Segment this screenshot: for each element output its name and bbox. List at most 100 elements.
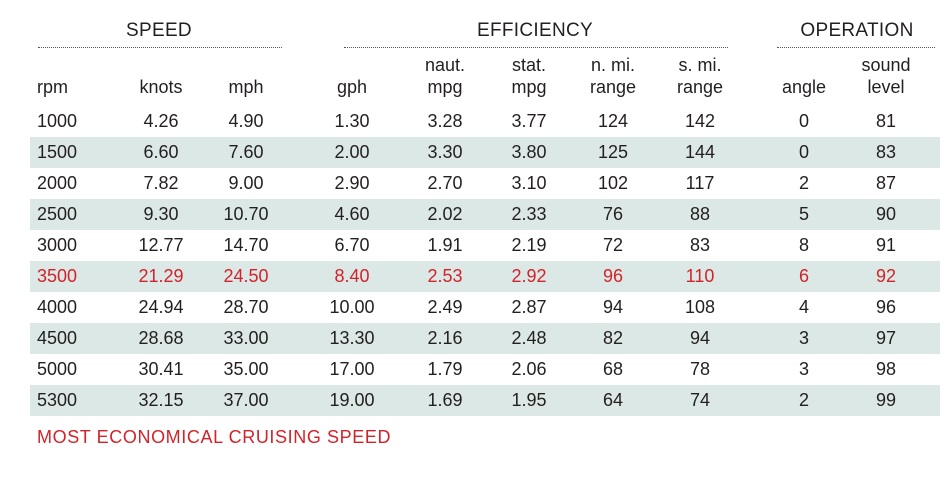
group-title-speed: SPEED (126, 20, 192, 41)
cell-gph: 2.00 (334, 142, 370, 162)
table-row: 5000 30.41 35.00 17.00 1.79 2.06 68 78 3 98 (30, 354, 940, 385)
cell-naut-mpg: 2.70 (427, 173, 463, 193)
table-row: 1000 4.26 4.90 1.30 3.28 3.77 124 142 0 81 (30, 106, 940, 137)
cell-naut-mpg: 2.02 (427, 204, 463, 224)
column-header-sound-level: sound level (846, 52, 926, 98)
cell-angle: 2 (798, 173, 809, 193)
column-header-line2: range (589, 77, 637, 97)
cell-mph: 14.70 (223, 235, 269, 255)
cell-mph: 37.00 (223, 390, 269, 410)
data-table: 1000 4.26 4.90 1.30 3.28 3.77 124 142 0 81 1500 6.6… (30, 106, 940, 416)
cell-knots: 9.30 (143, 204, 179, 224)
cell-rpm: 4000 (37, 297, 78, 317)
cell-knots: 24.94 (138, 297, 184, 317)
cell-mph: 33.00 (223, 328, 269, 348)
cell-knots: 28.68 (138, 328, 184, 348)
cell-s-mi-range: 144 (684, 142, 716, 162)
column-header-line2: mpg (511, 77, 547, 97)
group-title-operation: OPERATION (800, 20, 914, 41)
group-rule-efficiency (344, 47, 728, 48)
cell-s-mi-range: 142 (684, 111, 716, 131)
column-header-knots: knots (120, 52, 202, 98)
cell-stat-mpg: 2.48 (511, 328, 547, 348)
cell-mph: 7.60 (228, 142, 264, 162)
table-row: 2000 7.82 9.00 2.90 2.70 3.10 102 117 2 87 (30, 168, 940, 199)
column-header-line1: n. mi. (590, 55, 635, 75)
cell-gph: 17.00 (329, 359, 375, 379)
column-header-mph: mph (210, 52, 282, 98)
table-row: 1500 6.60 7.60 2.00 3.30 3.80 125 144 0 83 (30, 137, 940, 168)
cell-s-mi-range: 94 (689, 328, 711, 348)
table-row-highlighted: 3500 21.29 24.50 8.40 2.53 2.92 96 110 6 92 (30, 261, 940, 292)
cell-n-mi-range: 125 (597, 142, 629, 162)
table-row: 4500 28.68 33.00 13.30 2.16 2.48 82 94 3 97 (30, 323, 940, 354)
cell-n-mi-range: 64 (602, 390, 624, 410)
cell-gph: 19.00 (329, 390, 375, 410)
table-row: 3000 12.77 14.70 6.70 1.91 2.19 72 83 8 91 (30, 230, 940, 261)
cell-s-mi-range: 108 (684, 297, 716, 317)
cell-stat-mpg: 2.06 (511, 359, 547, 379)
cell-knots: 4.26 (143, 111, 179, 131)
cell-angle: 3 (798, 359, 809, 379)
cell-n-mi-range: 68 (602, 359, 624, 379)
cell-n-mi-range: 102 (597, 173, 629, 193)
cell-gph: 1.30 (334, 111, 370, 131)
column-header-line2: mpg (427, 77, 463, 97)
cell-angle: 6 (798, 266, 809, 286)
cell-stat-mpg: 3.77 (511, 111, 547, 131)
cell-mph: 28.70 (223, 297, 269, 317)
cell-rpm: 2500 (37, 204, 78, 224)
cell-stat-mpg: 1.95 (511, 390, 547, 410)
cell-mph: 35.00 (223, 359, 269, 379)
cell-s-mi-range: 88 (689, 204, 711, 224)
cell-rpm: 4500 (37, 328, 78, 348)
column-header-line2: mph (228, 77, 264, 97)
column-header-s-mi-range: s. mi. range (660, 52, 740, 98)
column-header-line2: rpm (37, 77, 68, 97)
cell-angle: 2 (798, 390, 809, 410)
cell-sound-level: 92 (875, 266, 897, 286)
column-header-rpm: rpm (30, 52, 88, 98)
cell-rpm: 3500 (37, 266, 78, 286)
cell-sound-level: 99 (875, 390, 897, 410)
cell-rpm: 1000 (37, 111, 78, 131)
cell-sound-level: 97 (875, 328, 897, 348)
cell-naut-mpg: 2.53 (427, 266, 463, 286)
cell-naut-mpg: 3.30 (427, 142, 463, 162)
cell-rpm: 3000 (37, 235, 78, 255)
cell-gph: 8.40 (334, 266, 370, 286)
cell-sound-level: 98 (875, 359, 897, 379)
cell-n-mi-range: 96 (602, 266, 624, 286)
cell-knots: 32.15 (138, 390, 184, 410)
cell-rpm: 1500 (37, 142, 78, 162)
cell-sound-level: 96 (875, 297, 897, 317)
cell-stat-mpg: 3.80 (511, 142, 547, 162)
cell-naut-mpg: 2.16 (427, 328, 463, 348)
cell-stat-mpg: 3.10 (511, 173, 547, 193)
column-header-line2: range (676, 77, 724, 97)
cell-knots: 21.29 (138, 266, 184, 286)
cell-angle: 5 (798, 204, 809, 224)
column-header-line2: knots (139, 77, 183, 97)
cell-gph: 10.00 (329, 297, 375, 317)
cell-naut-mpg: 1.69 (427, 390, 463, 410)
column-header-n-mi-range: n. mi. range (576, 52, 650, 98)
cell-s-mi-range: 110 (685, 266, 715, 286)
table-row: 4000 24.94 28.70 10.00 2.49 2.87 94 108 4 96 (30, 292, 940, 323)
cell-mph: 10.70 (223, 204, 269, 224)
cell-stat-mpg: 2.19 (511, 235, 547, 255)
cell-gph: 13.30 (329, 328, 375, 348)
column-header-angle: angle (768, 52, 840, 98)
cell-gph: 6.70 (334, 235, 370, 255)
cell-sound-level: 83 (875, 142, 897, 162)
column-header-line1: sound (861, 55, 911, 75)
cell-knots: 7.82 (143, 173, 179, 193)
cell-knots: 30.41 (138, 359, 184, 379)
column-header-line1: stat. (511, 55, 546, 75)
cell-s-mi-range: 117 (685, 173, 715, 193)
cell-mph: 24.50 (223, 266, 269, 286)
cell-naut-mpg: 2.49 (427, 297, 463, 317)
cell-gph: 4.60 (334, 204, 370, 224)
table-row: 5300 32.15 37.00 19.00 1.69 1.95 64 74 2 99 (30, 385, 940, 416)
cell-stat-mpg: 2.92 (511, 266, 547, 286)
